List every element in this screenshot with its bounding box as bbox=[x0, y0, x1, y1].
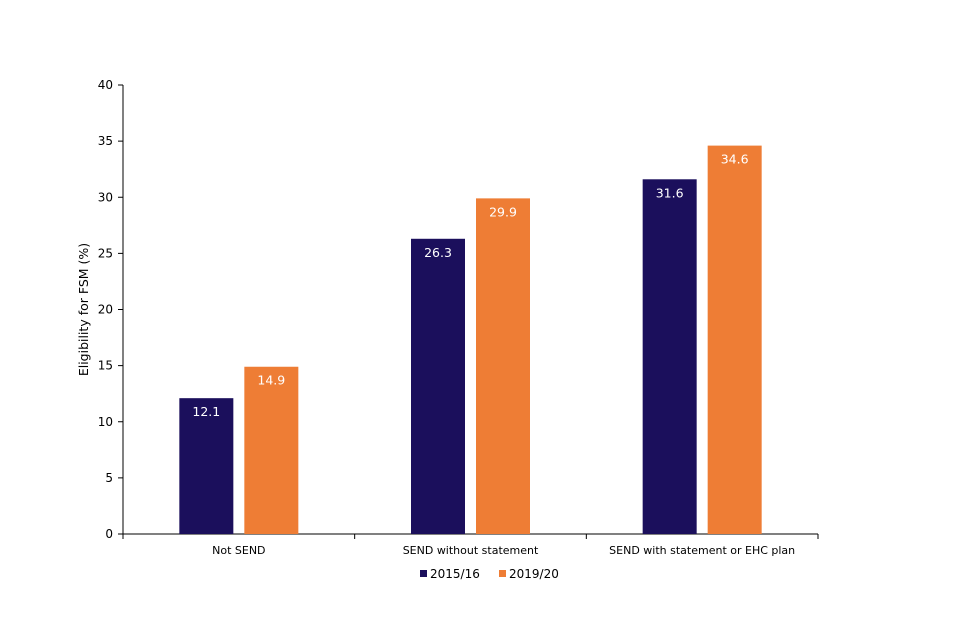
y-axis: 0 5 10 15 20 25 30 35 40 bbox=[98, 78, 124, 541]
bar-value-label: 14.9 bbox=[257, 373, 285, 388]
y-tick-label: 20 bbox=[98, 303, 113, 317]
y-tick-label: 0 bbox=[105, 527, 113, 541]
x-category-label: Not SEND bbox=[212, 544, 265, 557]
x-category-label: SEND with statement or EHC plan bbox=[609, 544, 795, 557]
y-tick-label: 30 bbox=[98, 190, 113, 204]
y-tick-label: 25 bbox=[98, 246, 113, 260]
bar-value-label: 31.6 bbox=[656, 185, 684, 200]
y-tick-label: 15 bbox=[98, 359, 113, 373]
y-axis-title: Eligibility for FSM (%) bbox=[76, 243, 91, 376]
bar-series-2 bbox=[707, 145, 762, 535]
y-tick-label: 35 bbox=[98, 134, 113, 148]
y-tick-label: 40 bbox=[98, 78, 113, 92]
bar-series-2 bbox=[476, 198, 530, 534]
y-tick-label: 10 bbox=[98, 415, 113, 429]
legend: 2015/16 2019/20 bbox=[420, 567, 559, 581]
bar-series-2 bbox=[244, 366, 299, 534]
bar-value-label: 12.1 bbox=[192, 404, 220, 419]
x-axis: Not SEND SEND without statement SEND with … bbox=[122, 533, 819, 557]
legend-swatch bbox=[420, 570, 427, 577]
bar-series: 12.1 14.9 26.3 29.9 31.6 34.6 bbox=[179, 145, 762, 535]
legend-label: 2015/16 bbox=[430, 567, 480, 581]
legend-swatch bbox=[499, 570, 506, 577]
bar-series-1 bbox=[411, 238, 465, 534]
y-tick-label: 5 bbox=[105, 471, 113, 485]
bar-value-label: 26.3 bbox=[424, 245, 452, 260]
x-category-label: SEND without statement bbox=[403, 544, 539, 557]
bar-series-1 bbox=[179, 398, 234, 534]
bar-series-1 bbox=[642, 179, 697, 535]
bar-value-label: 34.6 bbox=[721, 152, 749, 167]
bar-value-label: 29.9 bbox=[489, 204, 517, 219]
legend-label: 2019/20 bbox=[509, 567, 559, 581]
